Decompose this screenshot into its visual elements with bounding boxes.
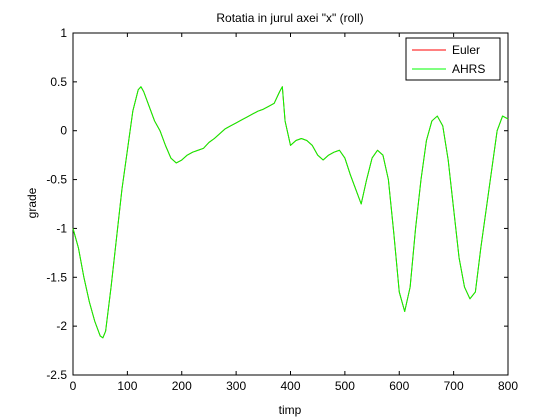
plot-area: 0 100 200 300 400 500 600 700 800 -2.5 -2 -1.5 -1 -0.… bbox=[46, 26, 518, 393]
y-tick-label: 1 bbox=[60, 26, 67, 40]
x-tick-label: 200 bbox=[172, 379, 192, 393]
legend-box bbox=[405, 37, 501, 81]
chart-title: Rotatia in jurul axei "x" (roll) bbox=[216, 11, 363, 25]
x-tick-label: 400 bbox=[280, 379, 300, 393]
axis-ticks: 0 100 200 300 400 500 600 700 800 -2.5 -2 -1.5 -1 -0.… bbox=[46, 26, 518, 393]
y-tick-label: -1 bbox=[56, 221, 67, 235]
series-line-ahrs bbox=[72, 86, 509, 339]
x-tick-label: 300 bbox=[226, 379, 246, 393]
series-lines bbox=[72, 86, 509, 339]
y-tick-label: -2.5 bbox=[46, 368, 67, 382]
legend: Euler AHRS bbox=[405, 37, 501, 81]
y-tick-label: 0.5 bbox=[50, 75, 67, 89]
y-tick-label: -2 bbox=[56, 319, 67, 333]
x-tick-label: 700 bbox=[444, 379, 464, 393]
x-tick-label: 600 bbox=[389, 379, 409, 393]
y-axis-label: grade bbox=[25, 187, 39, 218]
x-tick-label: 800 bbox=[498, 379, 518, 393]
x-tick-label: 0 bbox=[70, 379, 77, 393]
x-tick-label: 500 bbox=[335, 379, 355, 393]
y-tick-label: -0.5 bbox=[46, 173, 67, 187]
y-tick-label: -1.5 bbox=[46, 270, 67, 284]
y-tick-label: 0 bbox=[60, 124, 67, 138]
legend-label-euler: Euler bbox=[452, 43, 480, 57]
legend-label-ahrs: AHRS bbox=[452, 62, 485, 76]
plot-frame bbox=[72, 32, 509, 376]
x-tick-label: 100 bbox=[117, 379, 137, 393]
x-axis-label: timp bbox=[279, 403, 302, 417]
